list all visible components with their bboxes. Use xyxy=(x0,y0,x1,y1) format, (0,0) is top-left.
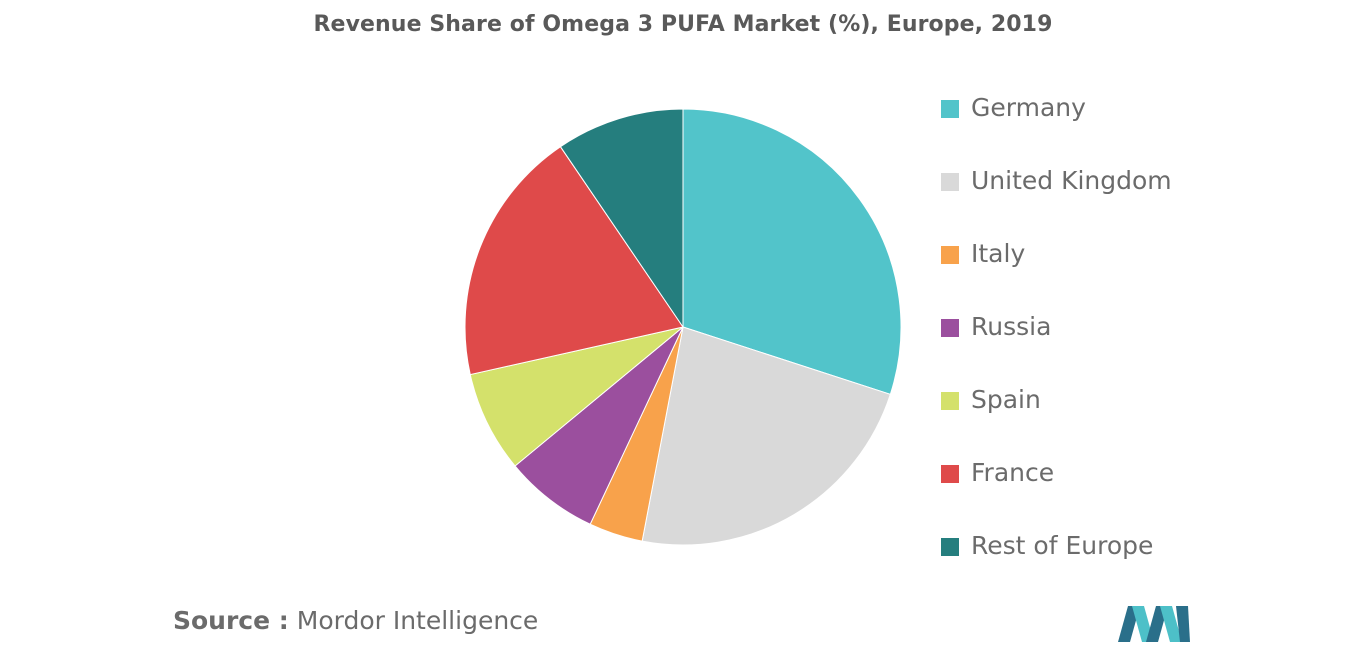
legend-item-united-kingdom: United Kingdom xyxy=(941,161,1172,234)
chart-legend: Germany United Kingdom Italy Russia Spain Fra… xyxy=(941,88,1172,599)
source-line: Source : Mordor Intelligence xyxy=(173,606,538,635)
legend-swatch-russia xyxy=(941,319,959,337)
legend-swatch-rest-of-europe xyxy=(941,538,959,556)
legend-label-germany: Germany xyxy=(971,93,1086,122)
pie-slice-germany xyxy=(682,108,902,396)
legend-label-united-kingdom: United Kingdom xyxy=(971,166,1172,195)
pie-slice-france xyxy=(464,146,684,376)
legend-swatch-united-kingdom xyxy=(941,173,959,191)
legend-label-france: France xyxy=(971,458,1055,487)
legend-item-germany: Germany xyxy=(941,88,1172,161)
source-prefix: Source : xyxy=(173,606,289,635)
legend-swatch-spain xyxy=(941,392,959,410)
mordor-intelligence-logo-icon xyxy=(1118,606,1190,642)
pie-slice-united-kingdom xyxy=(641,326,891,546)
source-text: Mordor Intelligence xyxy=(288,606,539,635)
legend-item-italy: Italy xyxy=(941,234,1172,307)
legend-label-russia: Russia xyxy=(971,312,1052,341)
legend-swatch-france xyxy=(941,465,959,483)
legend-item-russia: Russia xyxy=(941,307,1172,380)
chart-title: Revenue Share of Omega 3 PUFA Market (%)… xyxy=(313,12,1053,37)
legend-swatch-germany xyxy=(941,100,959,118)
legend-label-italy: Italy xyxy=(971,239,1026,268)
pie-slice-spain xyxy=(469,326,684,467)
legend-swatch-italy xyxy=(941,246,959,264)
pie-slice-rest-of-europe xyxy=(559,108,684,329)
legend-label-rest-of-europe: Rest of Europe xyxy=(971,531,1154,560)
legend-item-spain: Spain xyxy=(941,380,1172,453)
legend-label-spain: Spain xyxy=(971,385,1041,414)
legend-item-france: France xyxy=(941,453,1172,526)
legend-item-rest-of-europe: Rest of Europe xyxy=(941,526,1172,599)
